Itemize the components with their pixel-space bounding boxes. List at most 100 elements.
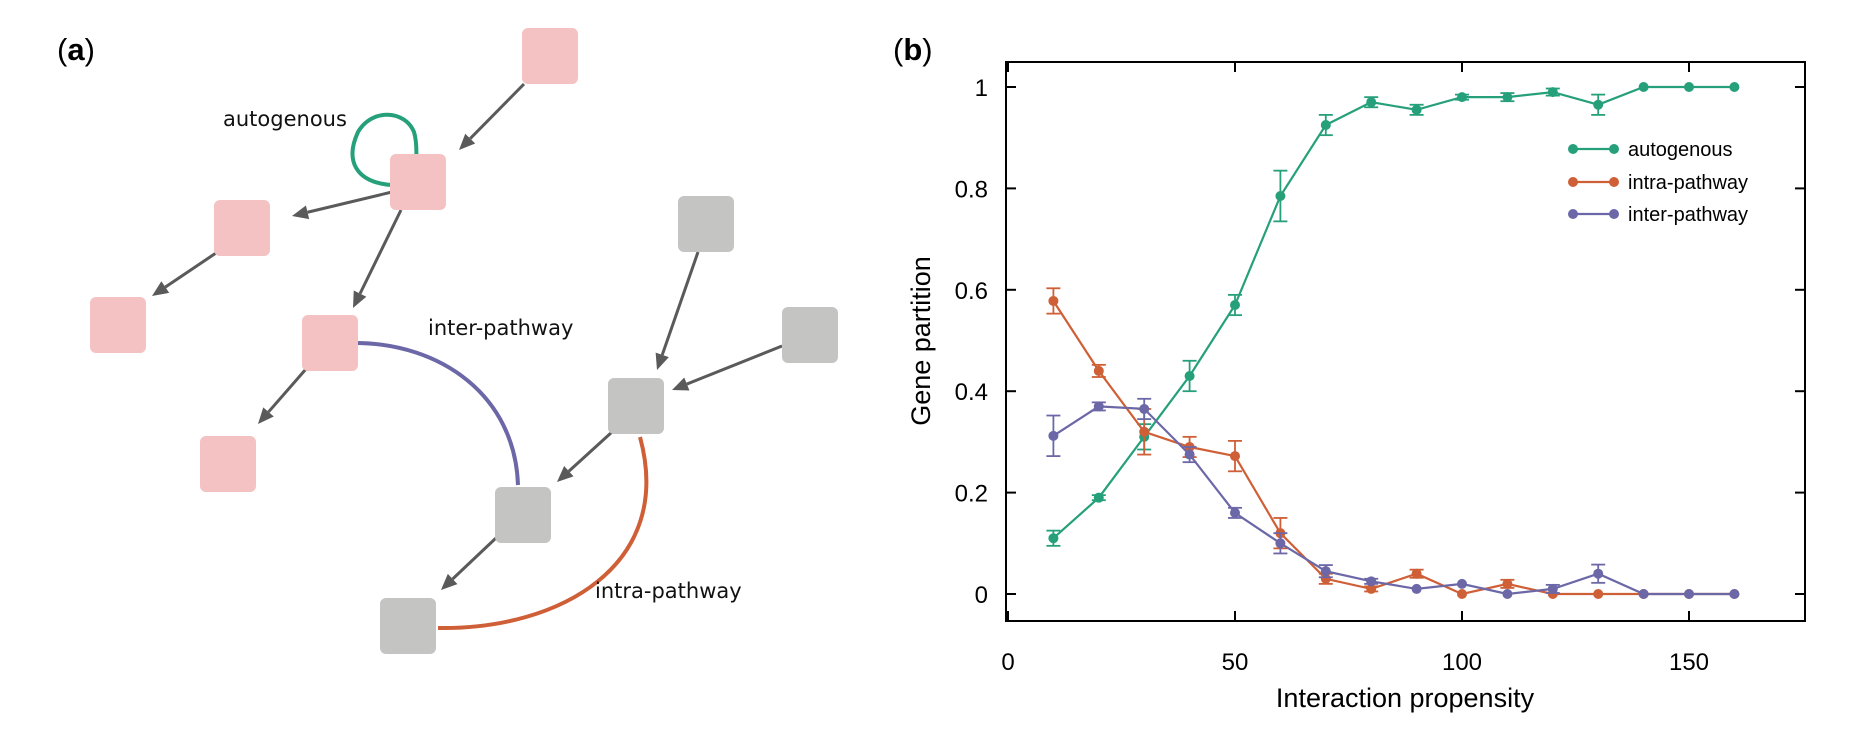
data-point [1547,87,1558,98]
gene-node-gray [495,487,551,543]
panel-b-label: (b) [893,32,933,67]
data-point [1502,578,1513,589]
intra-pathway-label: intra-pathway [595,579,742,603]
data-point [1502,92,1513,103]
legend-label: intra-pathway [1628,172,1748,194]
gene-node-pink [522,28,578,84]
x-axis-title: Interaction propensity [1276,683,1535,713]
data-point [1139,426,1150,437]
regulation-arrow [152,251,217,296]
data-point [1411,568,1422,579]
y-tick-label: 0.4 [955,379,988,406]
series-line-autogenous [1052,85,1735,540]
data-point [1139,403,1150,414]
gene-node-pink [90,297,146,353]
data-point [1411,583,1422,594]
regulation-arrow [258,368,308,424]
x-tick-label: 0 [1001,649,1014,676]
gene-node-pink [200,436,256,492]
data-point [1684,589,1694,599]
regulation-arrow [441,536,498,590]
data-point [1638,589,1649,599]
data-point [1184,449,1195,460]
data-point [1638,82,1649,92]
regulatory-arrows [152,82,783,590]
data-point [1366,583,1377,594]
data-point [1093,492,1104,503]
data-point [1230,451,1240,462]
chart-series [1046,82,1740,599]
data-point [1366,576,1377,587]
data-point [1320,566,1331,577]
intra-pathway-arc [437,436,649,631]
data-point [1457,578,1467,589]
x-tick-label: 50 [1222,649,1249,676]
chart-legend: autogenous intra-pathway inter-pathway [1568,139,1748,226]
data-point [1593,99,1604,110]
y-tick-labels: 0 0.2 0.4 0.6 0.8 1 [955,75,988,609]
gene-node-pink [214,200,270,256]
x-tick-label: 150 [1669,649,1709,676]
legend-label: autogenous [1628,139,1733,161]
data-point [1048,533,1059,544]
data-point [1093,401,1104,412]
legend-entry-intra-pathway: intra-pathway [1568,172,1748,194]
x-tick-label: 100 [1442,649,1482,676]
y-tick-label: 0.2 [955,481,988,508]
data-point [1502,589,1513,599]
data-point [1729,82,1740,92]
autogenous-loop [350,112,419,187]
data-point [1230,507,1240,518]
regulation-arrow [672,344,783,391]
data-point [1593,589,1604,599]
regulation-arrow [655,251,700,370]
gene-node-gray [782,307,838,363]
regulation-arrow [292,190,393,220]
regulation-arrow [353,209,403,308]
series-line-inter-pathway [1052,405,1735,596]
data-point [1320,120,1331,131]
data-point [1275,191,1286,202]
data-point [1547,583,1558,594]
inter-pathway-arc [354,341,520,486]
x-tick-labels: 0 50 100 150 [1001,649,1709,676]
data-point [1275,538,1286,549]
autogenous-label: autogenous [223,107,347,131]
data-point [1411,104,1422,115]
series-inter-pathway [1046,397,1740,599]
data-point [1048,430,1059,441]
gene-node-pink [390,154,446,210]
series-autogenous [1046,82,1740,547]
y-tick-label: 0.6 [955,278,988,305]
legend-label: inter-pathway [1628,204,1748,226]
data-point [1457,589,1467,599]
data-point [1093,365,1104,376]
series-intra-pathway [1046,287,1740,599]
plot-frame [1005,61,1806,622]
data-point [1684,82,1694,92]
y-tick-label: 0.8 [955,176,988,203]
data-point [1457,92,1467,103]
gene-node-gray [608,378,664,434]
gene-node-pink [302,315,358,371]
y-axis-title: Gene partition [906,256,936,426]
gene-node-gray [380,598,436,654]
regulation-arrow [557,430,614,482]
legend-entry-autogenous: autogenous [1568,139,1733,161]
inter-pathway-label: inter-pathway [428,316,573,340]
data-point [1593,568,1604,579]
data-point [1366,97,1377,108]
legend-entry-inter-pathway: inter-pathway [1568,204,1748,226]
data-point [1230,300,1240,311]
gene-node-gray [678,196,734,252]
panel-a-label: (a) [57,32,95,67]
series-line-intra-pathway [1052,300,1735,596]
data-point [1320,573,1331,584]
y-tick-label: 1 [975,75,988,102]
panel-b: (b) 0 50 100 150 0 0.2 0.4 0.6 0.8 1 Interaction… [893,32,1806,713]
gene-nodes [90,28,838,654]
panel-a: (a) autogenous inter-pathway intra-pathw… [57,28,838,654]
y-tick-label: 0 [975,582,988,609]
data-point [1729,589,1740,599]
